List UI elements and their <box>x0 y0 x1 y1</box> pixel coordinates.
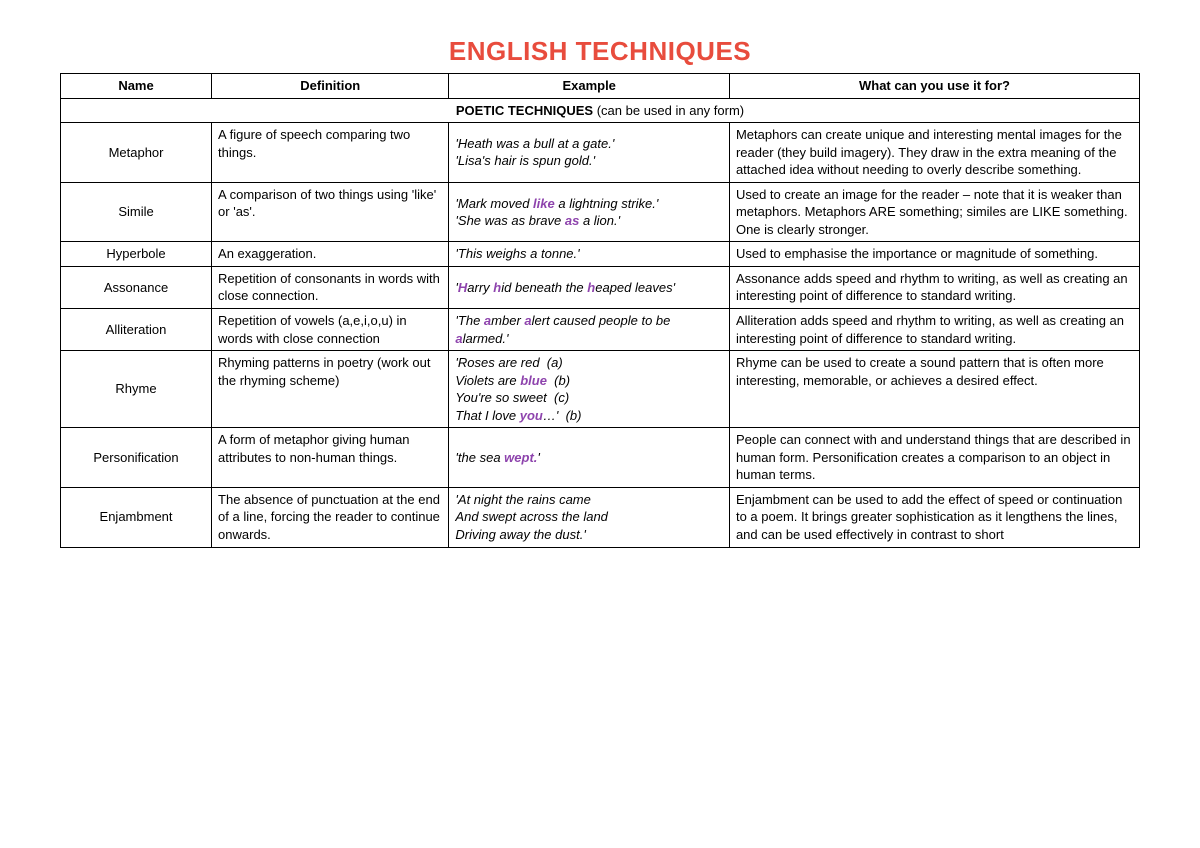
technique-name: Enjambment <box>61 487 212 547</box>
table-row: AlliterationRepetition of vowels (a,e,i,… <box>61 309 1140 351</box>
technique-definition: Repetition of consonants in words with c… <box>212 266 449 308</box>
table-row: SimileA comparison of two things using '… <box>61 182 1140 242</box>
technique-definition: Rhyming patterns in poetry (work out the… <box>212 351 449 428</box>
technique-example: 'the sea wept.' <box>449 428 730 488</box>
section-row: POETIC TECHNIQUES (can be used in any fo… <box>61 98 1140 123</box>
technique-name: Assonance <box>61 266 212 308</box>
col-use: What can you use it for? <box>729 74 1139 99</box>
technique-use: Assonance adds speed and rhythm to writi… <box>729 266 1139 308</box>
col-name: Name <box>61 74 212 99</box>
table-row: EnjambmentThe absence of punctuation at … <box>61 487 1140 547</box>
technique-definition: A figure of speech comparing two things. <box>212 123 449 183</box>
technique-example: 'At night the rains cameAnd swept across… <box>449 487 730 547</box>
technique-name: Metaphor <box>61 123 212 183</box>
technique-name: Alliteration <box>61 309 212 351</box>
technique-name: Hyperbole <box>61 242 212 267</box>
technique-example: 'Roses are red (a)Violets are blue (b)Yo… <box>449 351 730 428</box>
technique-use: Alliteration adds speed and rhythm to wr… <box>729 309 1139 351</box>
technique-example: 'This weighs a tonne.' <box>449 242 730 267</box>
technique-definition: Repetition of vowels (a,e,i,o,u) in word… <box>212 309 449 351</box>
techniques-table: Name Definition Example What can you use… <box>60 73 1140 548</box>
table-row: PersonificationA form of metaphor giving… <box>61 428 1140 488</box>
table-row: HyperboleAn exaggeration.'This weighs a … <box>61 242 1140 267</box>
technique-name: Simile <box>61 182 212 242</box>
technique-example: 'Mark moved like a lightning strike.''Sh… <box>449 182 730 242</box>
technique-example: 'Heath was a bull at a gate.''Lisa's hai… <box>449 123 730 183</box>
technique-use: Used to create an image for the reader –… <box>729 182 1139 242</box>
technique-example: 'The amber alert caused people to be ala… <box>449 309 730 351</box>
technique-example: 'Harry hid beneath the heaped leaves' <box>449 266 730 308</box>
technique-use: People can connect with and understand t… <box>729 428 1139 488</box>
technique-definition: An exaggeration. <box>212 242 449 267</box>
technique-definition: The absence of punctuation at the end of… <box>212 487 449 547</box>
technique-name: Personification <box>61 428 212 488</box>
technique-name: Rhyme <box>61 351 212 428</box>
table-header-row: Name Definition Example What can you use… <box>61 74 1140 99</box>
col-example: Example <box>449 74 730 99</box>
technique-definition: A comparison of two things using 'like' … <box>212 182 449 242</box>
technique-definition: A form of metaphor giving human attribut… <box>212 428 449 488</box>
page-title: ENGLISH TECHNIQUES <box>60 36 1140 67</box>
table-row: MetaphorA figure of speech comparing two… <box>61 123 1140 183</box>
section-subtitle: (can be used in any form) <box>593 103 744 118</box>
technique-use: Used to emphasise the importance or magn… <box>729 242 1139 267</box>
technique-use: Metaphors can create unique and interest… <box>729 123 1139 183</box>
table-row: RhymeRhyming patterns in poetry (work ou… <box>61 351 1140 428</box>
technique-use: Rhyme can be used to create a sound patt… <box>729 351 1139 428</box>
col-definition: Definition <box>212 74 449 99</box>
table-row: AssonanceRepetition of consonants in wor… <box>61 266 1140 308</box>
technique-use: Enjambment can be used to add the effect… <box>729 487 1139 547</box>
section-title: POETIC TECHNIQUES <box>456 103 593 118</box>
